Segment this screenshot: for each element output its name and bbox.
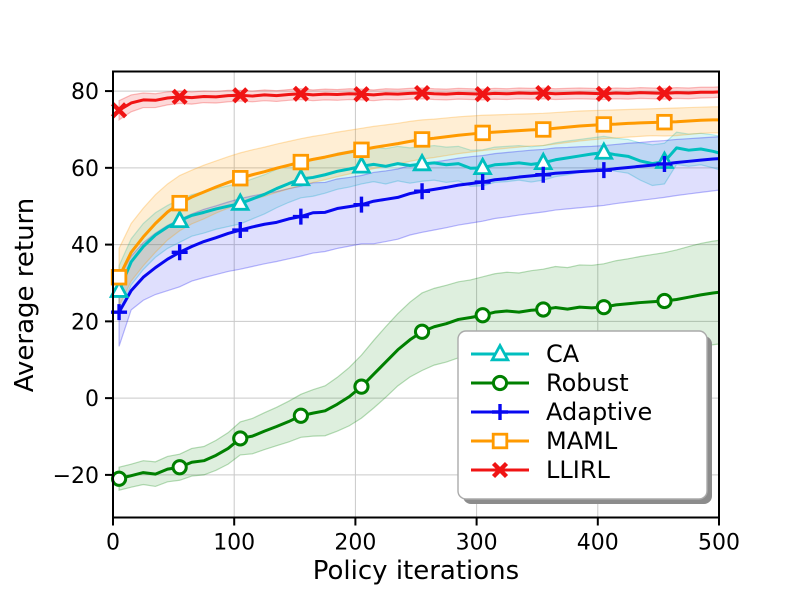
markers-LLIRL bbox=[111, 84, 673, 119]
circle-marker bbox=[656, 292, 673, 310]
plus-marker bbox=[171, 244, 188, 261]
legend-label-MAML: MAML bbox=[546, 427, 618, 455]
legend-entry-Adaptive: Adaptive bbox=[471, 398, 652, 426]
x-tick-label-200: 200 bbox=[334, 531, 376, 556]
square-marker bbox=[110, 269, 128, 286]
legend-entry-LLIRL: LLIRL bbox=[471, 456, 610, 484]
triangle-marker bbox=[290, 167, 312, 187]
x-marker bbox=[353, 86, 370, 103]
legend-box bbox=[457, 330, 708, 500]
y-tick-label--20: −20 bbox=[53, 464, 99, 489]
x-marker bbox=[232, 87, 249, 104]
legend-entry-MAML: MAML bbox=[471, 427, 618, 455]
plus-marker bbox=[492, 404, 508, 420]
legend-label-LLIRL: LLIRL bbox=[546, 456, 610, 484]
square-marker bbox=[474, 124, 491, 142]
x-marker bbox=[491, 461, 509, 479]
series-markers bbox=[108, 84, 675, 487]
y-tick-label-0: 0 bbox=[85, 387, 99, 412]
circle-marker bbox=[491, 374, 509, 392]
triangle-marker bbox=[351, 154, 372, 174]
confidence-bands bbox=[118, 86, 719, 492]
plus-marker bbox=[292, 208, 309, 225]
circle-marker bbox=[413, 323, 431, 340]
markers-Robust bbox=[110, 292, 673, 487]
triangle-marker bbox=[411, 152, 433, 172]
x-tick-label-500: 500 bbox=[698, 531, 740, 556]
legend-label-CA: CA bbox=[546, 340, 580, 368]
circle-marker bbox=[110, 470, 128, 487]
square-marker bbox=[491, 432, 509, 450]
y-axis-title: Average return bbox=[10, 197, 40, 393]
x-tick-label-400: 400 bbox=[577, 531, 619, 556]
circle-marker bbox=[535, 301, 552, 318]
x-marker bbox=[292, 85, 309, 102]
plus-marker bbox=[656, 156, 673, 173]
axes-spines bbox=[112, 70, 720, 519]
circle-marker bbox=[474, 307, 491, 324]
circle-marker bbox=[171, 459, 188, 476]
triangle-marker bbox=[593, 141, 615, 160]
circle-marker bbox=[232, 430, 249, 447]
legend-label-Robust: Robust bbox=[546, 369, 629, 397]
x-tick-label-300: 300 bbox=[456, 531, 498, 556]
markers-MAML bbox=[110, 113, 673, 286]
square-marker bbox=[656, 113, 673, 131]
circle-marker bbox=[595, 299, 612, 316]
square-marker bbox=[232, 170, 249, 187]
square-marker bbox=[353, 141, 370, 158]
plus-marker bbox=[353, 196, 370, 213]
plus-marker bbox=[474, 174, 491, 191]
triangle-marker bbox=[230, 192, 251, 211]
square-marker bbox=[413, 131, 431, 148]
triangle-marker bbox=[169, 209, 190, 229]
legend-entry-Robust: Robust bbox=[471, 369, 629, 397]
series-band-Adaptive bbox=[118, 136, 719, 347]
markers-Adaptive bbox=[111, 156, 673, 321]
y-tick-label-60: 60 bbox=[71, 157, 99, 182]
plus-marker bbox=[232, 222, 249, 239]
x-marker bbox=[656, 85, 673, 102]
square-marker bbox=[595, 116, 613, 133]
circle-marker bbox=[353, 378, 370, 395]
series-band-Robust bbox=[118, 239, 719, 492]
square-marker bbox=[535, 121, 552, 138]
triangle-marker bbox=[472, 156, 493, 176]
x-marker bbox=[171, 88, 188, 105]
x-marker bbox=[535, 84, 552, 102]
plus-marker bbox=[414, 183, 431, 200]
x-tick-label-0: 0 bbox=[106, 531, 120, 556]
square-marker bbox=[171, 194, 188, 212]
y-tick-label-80: 80 bbox=[71, 80, 99, 105]
plus-marker bbox=[535, 166, 552, 183]
x-axis-title: Policy iterations bbox=[312, 556, 520, 586]
circle-marker bbox=[292, 407, 309, 424]
y-tick-label-20: 20 bbox=[71, 310, 99, 335]
x-tick-label-100: 100 bbox=[213, 531, 255, 556]
x-marker bbox=[414, 84, 431, 102]
y-tick-label-40: 40 bbox=[71, 234, 99, 259]
series-band-MAML bbox=[118, 106, 719, 307]
plus-marker bbox=[595, 162, 612, 179]
x-marker bbox=[474, 86, 491, 103]
square-marker bbox=[292, 153, 310, 171]
triangle-marker bbox=[108, 279, 130, 298]
legend-entry-CA: CA bbox=[471, 340, 580, 368]
ticks: 0 100 200 300 400 500 −20 0 20 40 60 80 bbox=[53, 80, 740, 555]
legend-label-Adaptive: Adaptive bbox=[546, 398, 652, 426]
x-marker bbox=[595, 85, 612, 102]
x-marker bbox=[111, 102, 128, 119]
triangle-marker bbox=[489, 342, 511, 362]
